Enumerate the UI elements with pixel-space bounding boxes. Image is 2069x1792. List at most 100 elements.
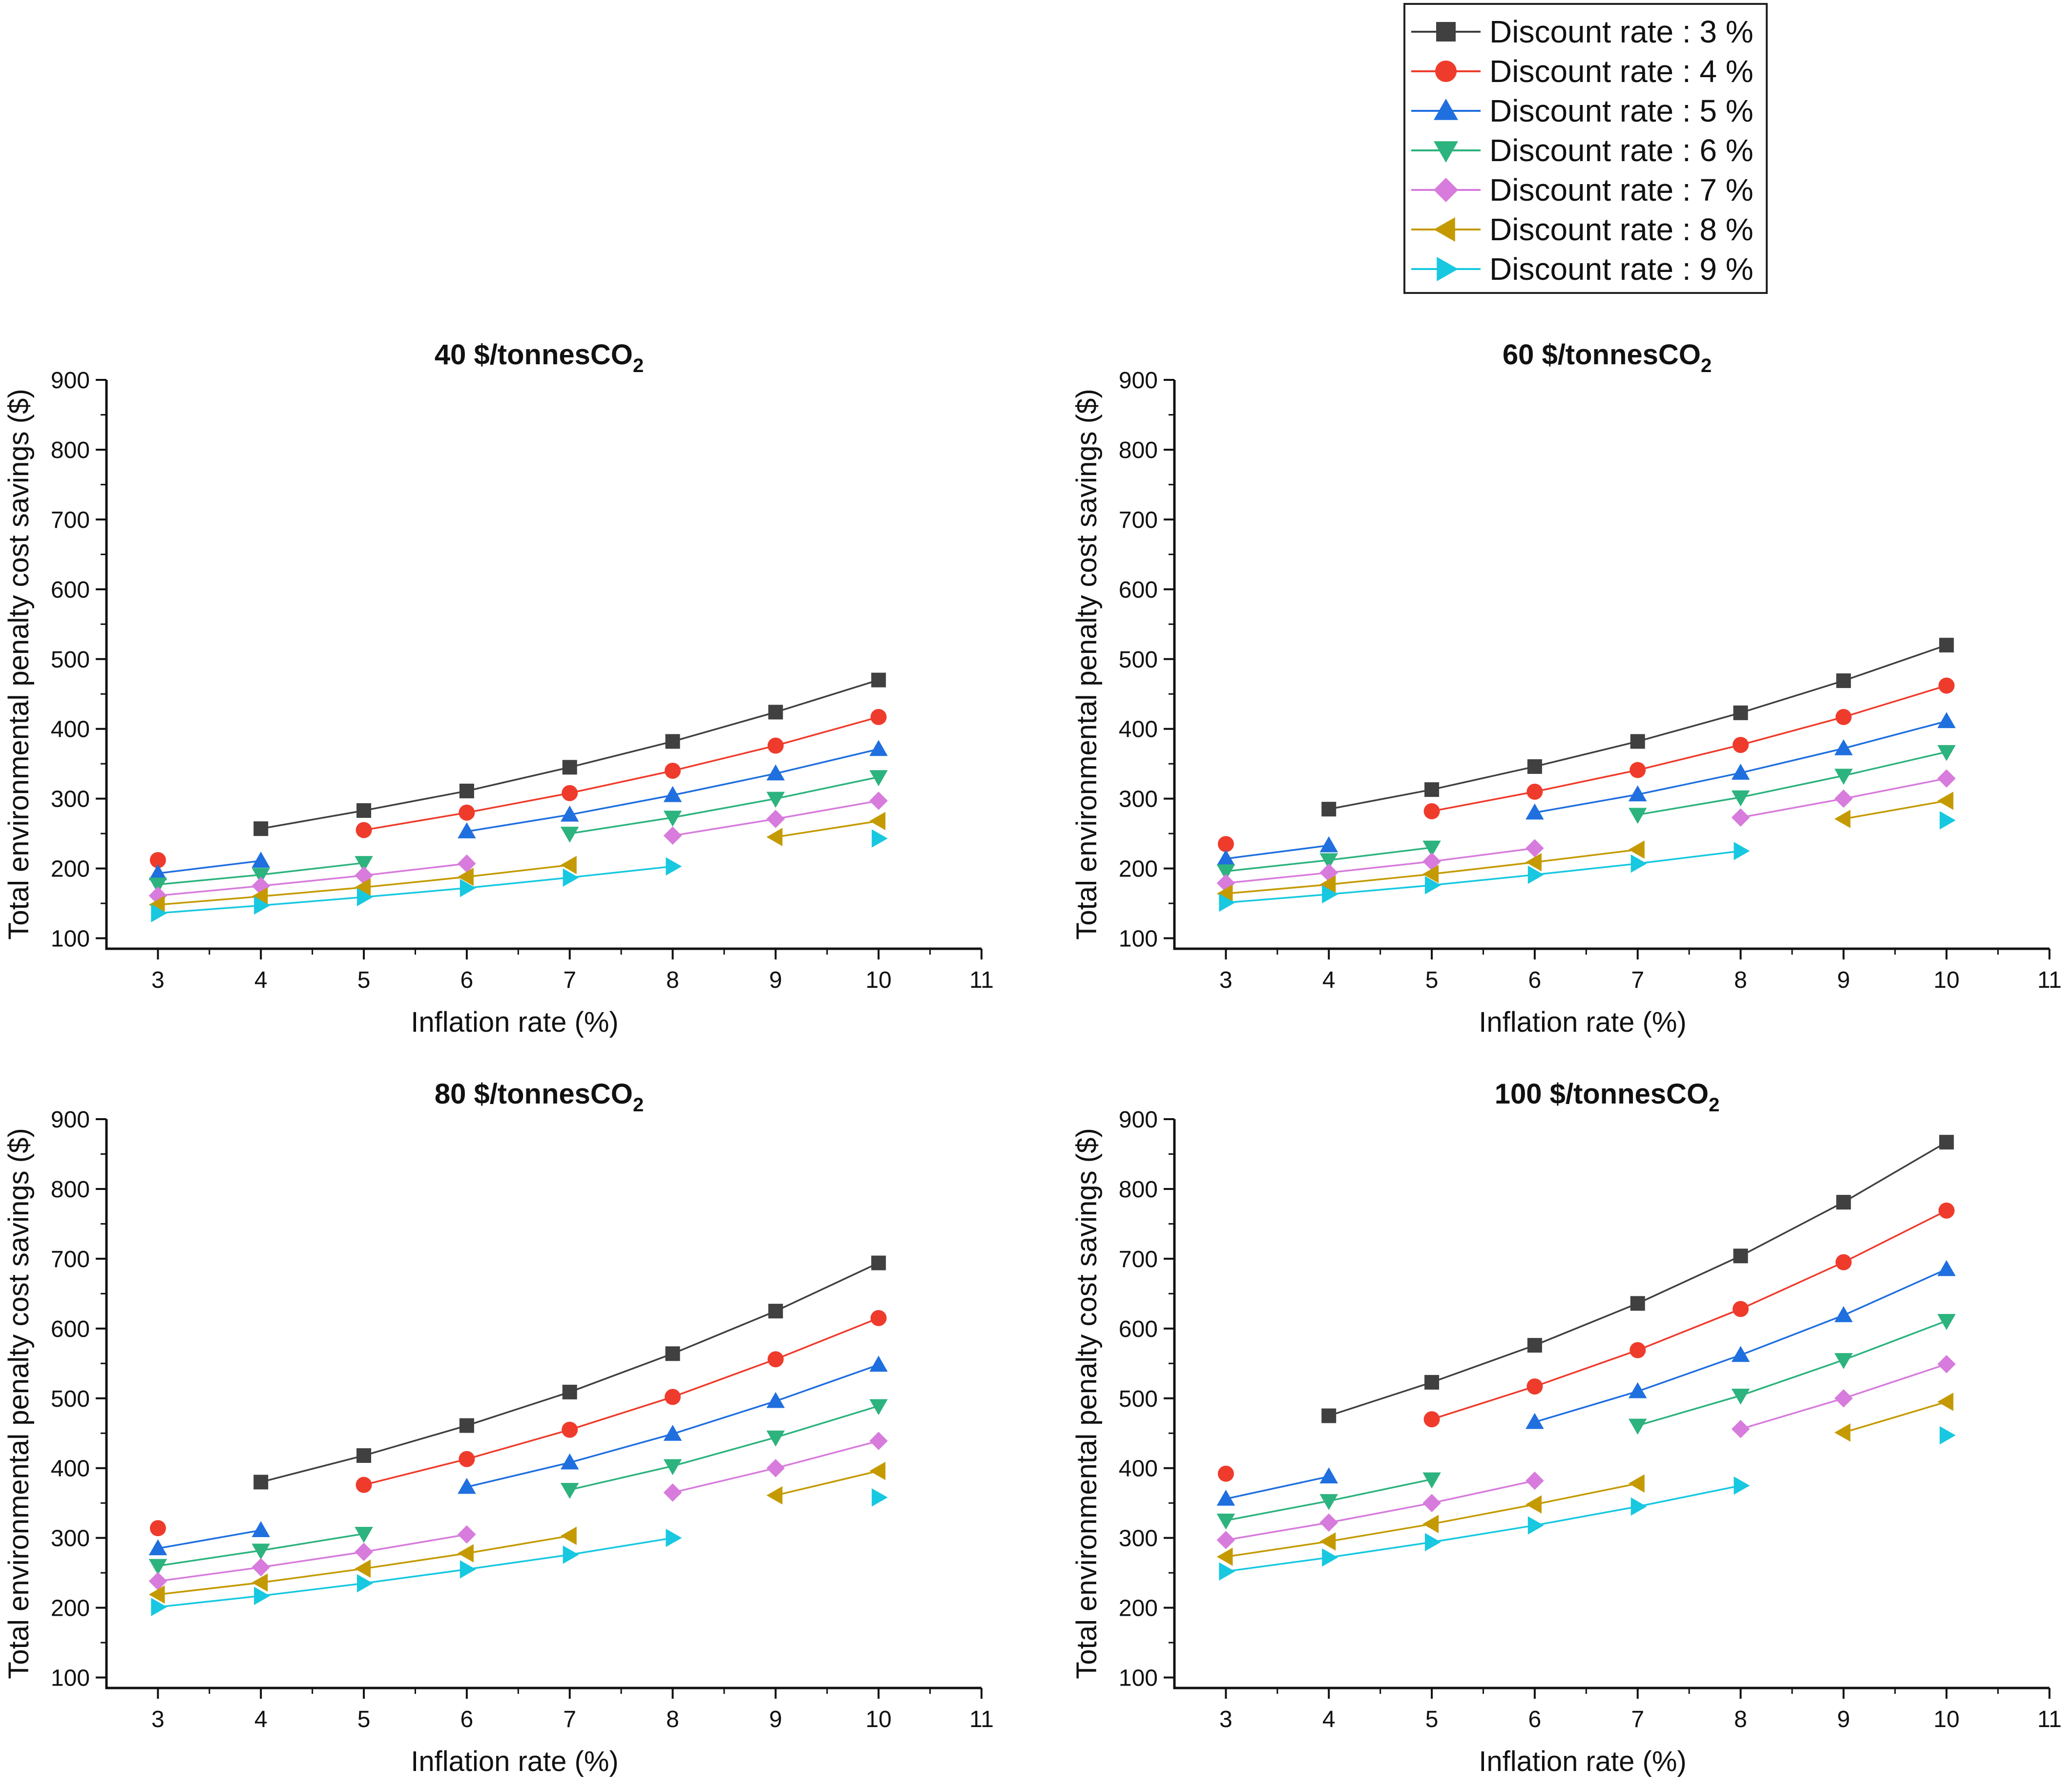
series-line bbox=[1843, 800, 1947, 820]
data-point bbox=[1937, 712, 1956, 729]
data-point bbox=[1628, 840, 1645, 859]
data-point bbox=[458, 868, 474, 886]
series bbox=[1219, 1426, 1956, 1581]
data-point bbox=[1834, 769, 1853, 785]
y-tick-label: 200 bbox=[1119, 1596, 1158, 1622]
data-point bbox=[251, 1573, 268, 1592]
series bbox=[1217, 1202, 1955, 1482]
chart-panel: 100 200 300 400 500 600 700 800 900 3 4 5 6 7 8 9 10 11 In… bbox=[1071, 339, 2062, 1038]
x-tick-label: 6 bbox=[1528, 1707, 1542, 1732]
data-point bbox=[766, 1430, 785, 1447]
series bbox=[1219, 811, 1956, 912]
data-point bbox=[665, 734, 680, 749]
series bbox=[1217, 677, 1955, 853]
legend-entry: Discount rate : 6 % bbox=[1411, 133, 1754, 168]
data-point bbox=[1834, 789, 1853, 808]
data-point bbox=[459, 804, 475, 821]
data-point bbox=[148, 1585, 165, 1604]
series-line bbox=[775, 1470, 879, 1497]
y-tick-label: 100 bbox=[51, 1666, 90, 1691]
data-point bbox=[1628, 785, 1647, 802]
data-point bbox=[458, 822, 476, 838]
legend-label: Discount rate : 8 % bbox=[1489, 212, 1754, 247]
series-line bbox=[1843, 1401, 1947, 1434]
legend-marker bbox=[1434, 99, 1458, 120]
series bbox=[148, 812, 886, 914]
legend-marker bbox=[1436, 22, 1456, 42]
data-point bbox=[253, 821, 269, 836]
data-point bbox=[1731, 1419, 1750, 1438]
data-point bbox=[458, 1544, 474, 1563]
data-point bbox=[1321, 802, 1337, 817]
data-point bbox=[1734, 842, 1750, 860]
data-point bbox=[1937, 1260, 1956, 1276]
data-point bbox=[1216, 1489, 1235, 1506]
data-point bbox=[1422, 852, 1441, 871]
y-tick-label: 900 bbox=[1119, 1107, 1158, 1133]
x-tick-label: 5 bbox=[1425, 967, 1439, 993]
x-tick-label: 9 bbox=[1837, 1707, 1850, 1732]
series-line bbox=[1328, 644, 1947, 810]
data-point bbox=[869, 770, 888, 787]
x-tick-label: 8 bbox=[666, 1707, 679, 1732]
series bbox=[253, 1255, 886, 1490]
series bbox=[148, 770, 888, 894]
data-point bbox=[1526, 783, 1543, 800]
y-tick-label: 600 bbox=[51, 1316, 90, 1342]
series bbox=[253, 672, 886, 836]
legend-label: Discount rate : 9 % bbox=[1489, 251, 1754, 287]
y-tick-label: 700 bbox=[51, 1247, 90, 1272]
series-line bbox=[1431, 685, 1947, 813]
data-point bbox=[251, 1558, 270, 1577]
y-tick-label: 800 bbox=[1119, 1177, 1158, 1203]
y-tick-label: 400 bbox=[1119, 717, 1158, 743]
series bbox=[148, 1461, 886, 1604]
data-point bbox=[869, 1432, 888, 1450]
data-point bbox=[1216, 1513, 1235, 1530]
data-point bbox=[1527, 1338, 1542, 1353]
legend-entry: Discount rate : 8 % bbox=[1411, 212, 1754, 247]
y-tick-label: 500 bbox=[51, 1386, 90, 1412]
data-point bbox=[254, 896, 270, 915]
data-point bbox=[356, 1448, 372, 1463]
data-point bbox=[869, 812, 886, 831]
y-tick-label: 200 bbox=[51, 856, 90, 882]
data-point bbox=[1630, 854, 1647, 873]
series-line bbox=[1226, 847, 1535, 884]
x-tick-label: 11 bbox=[969, 967, 994, 993]
data-point bbox=[151, 1598, 167, 1616]
data-point bbox=[1835, 708, 1852, 725]
series bbox=[149, 1310, 887, 1537]
data-point bbox=[1422, 1472, 1441, 1489]
data-point bbox=[562, 1421, 578, 1438]
x-axis-label: Inflation rate (%) bbox=[411, 1006, 619, 1038]
data-point bbox=[148, 877, 167, 894]
series bbox=[1216, 1314, 1956, 1530]
data-point bbox=[1733, 737, 1749, 753]
data-point bbox=[1937, 1393, 1954, 1411]
data-point bbox=[663, 786, 682, 802]
legend-marker bbox=[1434, 178, 1458, 202]
data-point bbox=[766, 764, 785, 781]
data-point bbox=[563, 868, 579, 887]
series bbox=[1216, 745, 1956, 881]
data-point bbox=[148, 1559, 167, 1575]
y-tick-label: 300 bbox=[51, 787, 90, 813]
data-point bbox=[869, 740, 888, 756]
data-point bbox=[663, 1424, 682, 1441]
data-point bbox=[1422, 865, 1439, 883]
data-point bbox=[1319, 1513, 1338, 1532]
chart-panel: 100 200 300 400 500 600 700 800 900 3 4 5 6 7 8 9 10 11 In… bbox=[1071, 1078, 2062, 1777]
data-point bbox=[1733, 1301, 1749, 1317]
data-point bbox=[872, 829, 888, 848]
data-point bbox=[560, 1526, 577, 1545]
data-point bbox=[1628, 1474, 1645, 1493]
legend-entry: Discount rate : 7 % bbox=[1411, 172, 1754, 208]
x-tick-label: 9 bbox=[1837, 967, 1850, 993]
legend: Discount rate : 3 % Discount rate : 4 % Di… bbox=[1403, 3, 1768, 294]
data-point bbox=[767, 1351, 784, 1368]
legend-box bbox=[1403, 3, 1768, 294]
data-point bbox=[1835, 1254, 1852, 1271]
series bbox=[1216, 1354, 1956, 1549]
data-point bbox=[1834, 1423, 1851, 1442]
